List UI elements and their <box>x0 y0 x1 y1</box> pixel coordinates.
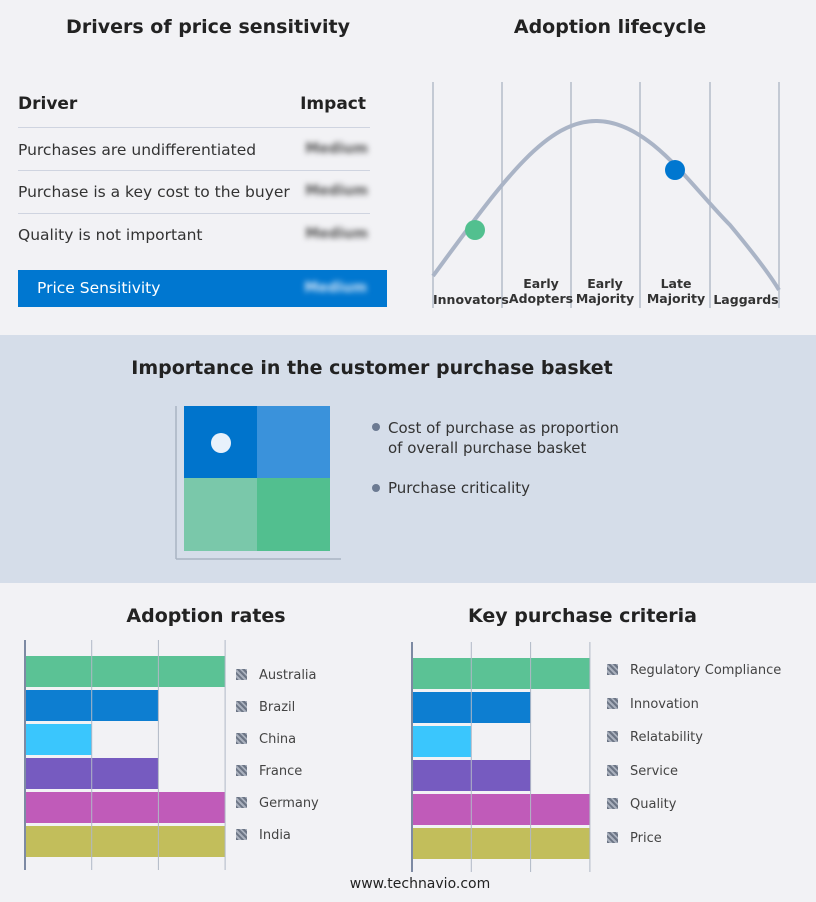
basket-legend-item: Cost of purchase as proportion of overal… <box>388 419 619 457</box>
bar-price <box>413 828 590 859</box>
legend-swatch-icon <box>607 731 618 743</box>
legend-item: Price <box>607 831 662 846</box>
legend-item: Innovation <box>607 697 699 712</box>
stage-label: Laggards <box>713 292 779 307</box>
impact-value: Medium <box>305 226 368 242</box>
legend-label: Brazil <box>259 700 296 715</box>
legend-swatch-icon <box>607 798 618 810</box>
legend-label: Quality <box>630 797 677 813</box>
legend-item: Relatability <box>607 730 703 745</box>
bullet-icon <box>372 423 380 431</box>
driver-name: Purchase is a key cost to the buyer <box>18 183 290 201</box>
lifecycle-chart <box>431 82 781 308</box>
stage-label: Early Majority <box>575 276 635 306</box>
kpc-title: Key purchase criteria <box>467 605 697 627</box>
driver-name: Purchases are undifferentiated <box>18 141 257 159</box>
quadrant-bottom-right <box>257 478 330 551</box>
bullet-icon <box>372 484 380 492</box>
stage-label: Late Majority <box>646 276 706 306</box>
impact-header: Impact <box>300 94 366 114</box>
legend-swatch-icon <box>236 701 247 712</box>
basket-legend-item: Purchase criticality <box>388 479 531 497</box>
legend-item: Australia <box>236 668 317 683</box>
basket-title: Importance in the customer purchase bask… <box>131 357 613 379</box>
bar-china <box>26 724 92 755</box>
impact-value: Medium <box>305 183 368 199</box>
basket-marker <box>211 433 231 453</box>
bar-australia <box>26 656 226 687</box>
bar-germany <box>26 792 226 823</box>
quadrant-top-right <box>257 406 330 478</box>
table-header: Driver Impact <box>18 94 370 128</box>
legend-label: Germany <box>259 796 319 811</box>
legend-swatch-icon <box>236 829 247 840</box>
summary-impact: Medium <box>304 280 367 296</box>
legend-swatch-icon <box>607 697 618 709</box>
stage-label: Innovators <box>433 292 509 307</box>
legend-item: Regulatory Compliance <box>607 663 781 678</box>
legend-label: Price <box>630 831 662 846</box>
bar-quality <box>413 794 590 825</box>
legend-swatch-icon <box>607 664 618 675</box>
adoption-rates-title: Adoption rates <box>126 605 286 627</box>
price-sensitivity-summary: Price Sensitivity Medium <box>18 270 387 307</box>
legend-label: Regulatory Compliance <box>630 663 782 678</box>
legend-label: India <box>259 828 291 843</box>
bar-india <box>26 826 226 857</box>
footer-url: www.technavio.com <box>349 876 491 892</box>
legend-item: France <box>236 764 302 779</box>
table-row: Purchases are undifferentiated Medium <box>18 141 370 171</box>
legend-label: China <box>259 732 297 747</box>
legend-swatch-icon <box>236 669 247 680</box>
drivers-title: Drivers of price sensitivity <box>66 16 350 38</box>
legend-swatch-icon <box>236 797 247 808</box>
stage-label: Early Adopters <box>508 276 574 306</box>
legend-item: India <box>236 828 291 843</box>
adoption-curve <box>431 118 781 292</box>
table-row: Purchase is a key cost to the buyer Mediu… <box>18 183 370 214</box>
basket-matrix <box>175 406 380 560</box>
legend-item: Quality <box>607 797 676 812</box>
quadrant-bottom-left <box>184 478 257 551</box>
legend-label: Service <box>630 763 679 779</box>
legend-item: Brazil <box>236 700 295 715</box>
lifecycle-title: Adoption lifecycle <box>513 16 707 38</box>
legend-swatch-icon <box>607 764 618 776</box>
bar-relatability <box>413 726 472 757</box>
innovators-marker <box>465 220 485 240</box>
legend-item: Germany <box>236 796 319 811</box>
bar-regulatory-compliance <box>413 658 590 689</box>
impact-value: Medium <box>305 141 368 157</box>
late-majority-marker <box>665 160 685 180</box>
table-row: Quality is not important Medium <box>18 226 370 256</box>
basket-section <box>0 335 816 583</box>
legend-swatch-icon <box>236 765 247 776</box>
summary-label: Price Sensitivity <box>37 279 161 297</box>
legend-swatch-icon <box>236 733 247 744</box>
legend-item: China <box>236 732 296 747</box>
legend-label: Australia <box>259 668 317 683</box>
legend-swatch-icon <box>607 832 618 843</box>
legend-item: Service <box>607 764 678 779</box>
legend-label: France <box>259 764 303 779</box>
driver-name: Quality is not important <box>18 226 203 244</box>
legend-label: Relatability <box>630 730 703 746</box>
legend-label: Innovation <box>630 696 699 712</box>
driver-header: Driver <box>18 94 78 114</box>
